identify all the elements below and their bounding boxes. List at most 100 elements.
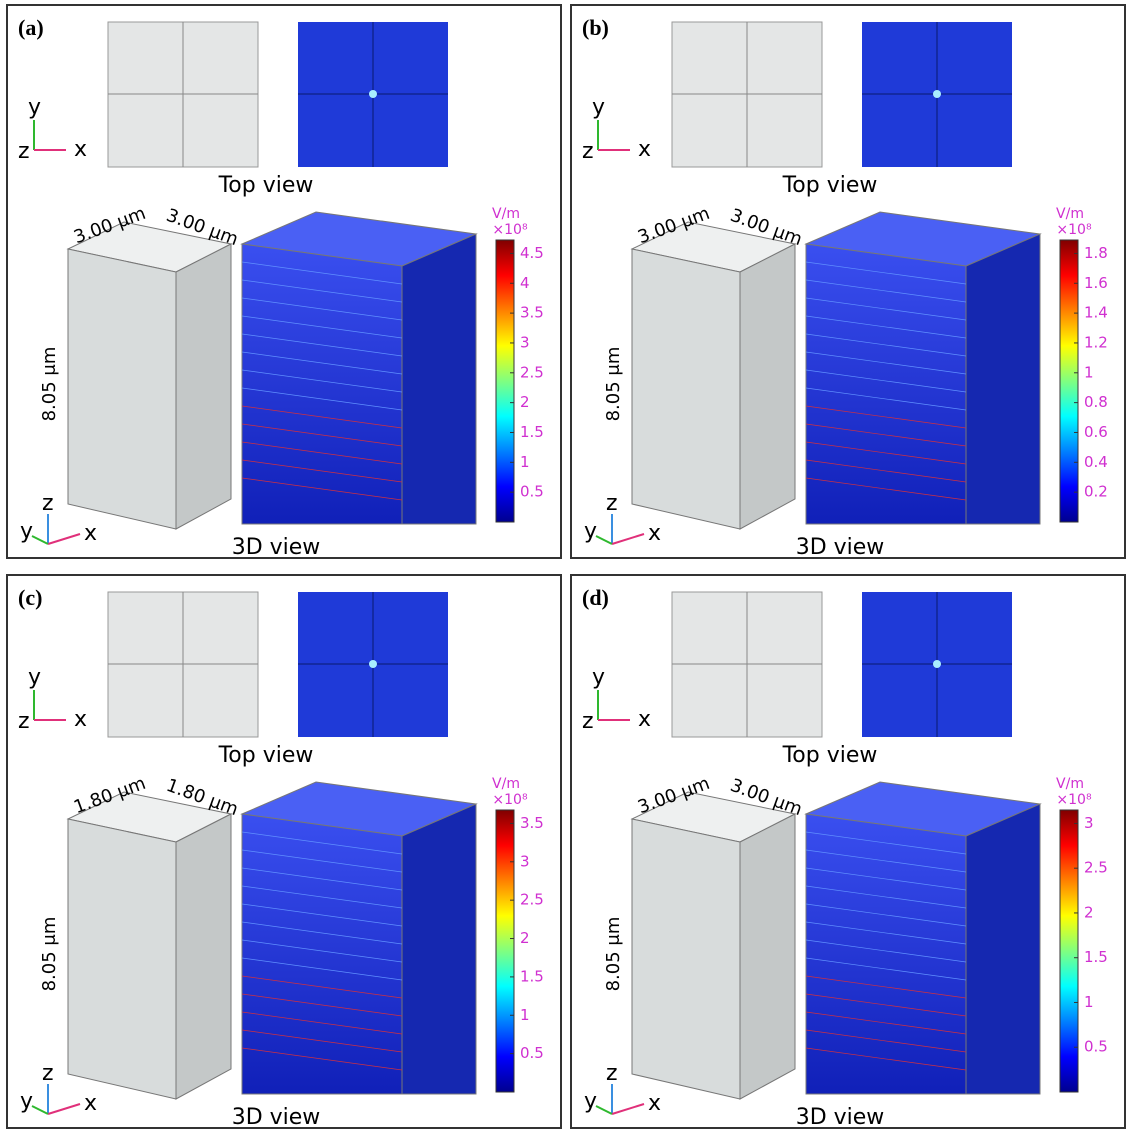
axis-label: z (18, 139, 30, 164)
view-title: Top view (218, 743, 314, 768)
colorbar-tick-label: 2.5 (1084, 859, 1108, 877)
hotspot (933, 90, 941, 98)
box-front (632, 249, 740, 529)
colorbar-unit: V/m (492, 776, 520, 792)
box-side (740, 244, 795, 529)
colorbar-tick-label: 1.5 (1084, 948, 1108, 966)
colorbar-tick-label: 2.5 (520, 363, 544, 381)
axis-label: y (584, 1089, 597, 1114)
axis-arrow (48, 534, 80, 544)
axis-label: z (606, 491, 618, 516)
axis-arrow (612, 534, 644, 544)
axis-label: x (648, 521, 661, 546)
axis-label: z (582, 139, 594, 164)
colorbar-tick-label: 2 (520, 393, 530, 411)
colorbar-tick-label: 0.5 (520, 483, 544, 501)
axis-label: x (648, 1091, 661, 1116)
field-front (806, 244, 966, 524)
colorbar-tick-label: 4.5 (520, 244, 544, 262)
view-title: Top view (218, 173, 314, 198)
field-front (242, 814, 402, 1094)
colorbar-tick-label: 1 (1084, 993, 1094, 1011)
axis-label: z (582, 709, 594, 734)
axis-label: x (74, 707, 87, 732)
colorbar-tick-label: 0.2 (1084, 483, 1108, 501)
axis-label: x (74, 137, 87, 162)
colorbar-tick-label: 3 (520, 852, 530, 870)
colorbar-tick-label: 1 (1084, 363, 1094, 381)
axis-label: y (28, 95, 41, 120)
dimension: 8.05 μm (39, 347, 60, 422)
axis-label: y (28, 665, 41, 690)
box-side (176, 814, 231, 1099)
colorbar-tick-label: 3 (1084, 814, 1094, 832)
axis-arrow (32, 536, 48, 544)
dimension: 8.05 μm (39, 917, 60, 992)
axis-label: z (42, 491, 54, 516)
colorbar-tick-label: 2 (1084, 903, 1094, 921)
view-title: Top view (782, 173, 878, 198)
axis-label: y (584, 519, 597, 544)
axis-arrow (48, 1104, 80, 1114)
box-front (632, 819, 740, 1099)
dimension: 8.05 μm (603, 347, 624, 422)
panel-label: (d) (582, 585, 609, 610)
axis-label: y (592, 665, 605, 690)
colorbar-unit: V/m (492, 206, 520, 222)
axis-arrow (596, 1106, 612, 1114)
box-side (176, 244, 231, 529)
axis-arrow (612, 1104, 644, 1114)
colorbar-tick-label: 1.8 (1084, 244, 1108, 262)
field-side (966, 804, 1040, 1094)
figure: (a)yzxyzxTop view3.00 μm3.00 μm8.05 μm3D… (0, 0, 1134, 1132)
colorbar-tick-label: 3.5 (520, 304, 544, 322)
colorbar-tick-label: 1 (520, 1006, 530, 1024)
panel-label: (c) (18, 585, 42, 610)
field-front (242, 244, 402, 524)
axis-label: y (20, 1089, 33, 1114)
axis-label: z (18, 709, 30, 734)
field-front (806, 814, 966, 1094)
view-title: 3D view (796, 1105, 885, 1130)
panel-label: (a) (18, 15, 44, 40)
colorbar (1060, 810, 1078, 1092)
colorbar-unit: V/m (1056, 206, 1084, 222)
panel: (b)yzxyzxTop view3.00 μm3.00 μm8.05 μm3D… (570, 4, 1128, 560)
box-front (68, 819, 176, 1099)
axis-arrow (596, 536, 612, 544)
colorbar-tick-label: 1.2 (1084, 333, 1108, 351)
colorbar-tick-label: 1.4 (1084, 304, 1108, 322)
axis-label: y (20, 519, 33, 544)
colorbar-tick-label: 4 (520, 274, 530, 292)
colorbar-tick-label: 2 (520, 929, 530, 947)
box-side (740, 814, 795, 1099)
colorbar-tick-label: 3 (520, 333, 530, 351)
colorbar-unit: V/m (1056, 776, 1084, 792)
dimension: 8.05 μm (603, 917, 624, 992)
colorbar-tick-label: 0.5 (1084, 1038, 1108, 1056)
colorbar-multiplier: ×10⁸ (492, 792, 528, 808)
colorbar-tick-label: 1 (520, 453, 530, 471)
colorbar (496, 240, 514, 522)
colorbar-tick-label: 1.5 (520, 967, 544, 985)
field-side (402, 234, 476, 524)
colorbar-multiplier: ×10⁸ (1056, 222, 1092, 238)
colorbar-multiplier: ×10⁸ (1056, 792, 1092, 808)
axis-label: y (592, 95, 605, 120)
colorbar-tick-label: 3.5 (520, 814, 544, 832)
hotspot (369, 660, 377, 668)
view-title: Top view (782, 743, 878, 768)
axis-label: x (638, 707, 651, 732)
field-side (966, 234, 1040, 524)
hotspot (369, 90, 377, 98)
colorbar-tick-label: 0.6 (1084, 423, 1108, 441)
box-front (68, 249, 176, 529)
axis-label: z (606, 1061, 618, 1086)
colorbar (496, 810, 514, 1092)
colorbar-multiplier: ×10⁸ (492, 222, 528, 238)
colorbar-tick-label: 1.6 (1084, 274, 1108, 292)
axis-label: z (42, 1061, 54, 1086)
